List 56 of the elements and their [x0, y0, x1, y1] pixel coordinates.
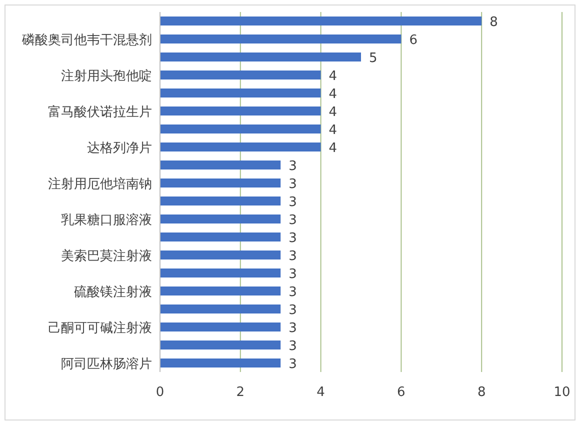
- data-label: 3: [288, 231, 297, 246]
- data-label: 6: [409, 33, 418, 48]
- y-tick-label: 磷酸奥司他韦干混悬剂: [21, 32, 152, 48]
- x-tick-label: 8: [477, 385, 486, 400]
- data-label: 5: [369, 51, 378, 66]
- bar: [160, 160, 281, 170]
- data-label: 3: [288, 213, 297, 228]
- bar: [160, 178, 281, 188]
- x-tick-label: 10: [554, 385, 570, 400]
- bar: [160, 196, 281, 206]
- bar: [160, 34, 402, 44]
- data-label: 4: [328, 69, 338, 84]
- data-label: 3: [288, 339, 297, 354]
- y-tick-label: 达格列净片: [87, 141, 152, 156]
- y-tick-label: 己酮可可碱注射液: [48, 321, 152, 336]
- bar: [160, 70, 321, 80]
- data-label: 4: [328, 123, 338, 138]
- bar: [160, 250, 281, 260]
- y-tick-label: 注射用头孢他啶: [61, 68, 152, 84]
- x-tick-label: 2: [236, 385, 245, 400]
- bar: [160, 106, 321, 116]
- bar: [160, 16, 482, 26]
- bar: [160, 340, 281, 350]
- bar: [160, 142, 321, 152]
- y-tick-label: 硫酸镁注射液: [74, 285, 152, 300]
- data-label: 3: [288, 177, 297, 192]
- bar: [160, 322, 281, 332]
- bar: [160, 304, 281, 314]
- data-label: 4: [328, 105, 338, 120]
- x-tick-label: 6: [397, 385, 406, 400]
- data-label: 8: [490, 15, 498, 30]
- x-tick-label: 4: [316, 385, 325, 400]
- bar: [160, 232, 281, 242]
- data-label: 3: [288, 303, 297, 318]
- bar: [160, 286, 281, 296]
- y-tick-label: 乳果糖口服溶液: [61, 212, 152, 228]
- data-label: 3: [288, 195, 297, 210]
- data-label: 3: [288, 249, 297, 264]
- bar: [160, 52, 361, 62]
- data-label: 3: [288, 267, 297, 282]
- data-label: 4: [328, 87, 338, 102]
- data-label: 3: [288, 159, 297, 174]
- y-tick-label: 富马酸伏诺拉生片: [48, 104, 152, 120]
- bar: [160, 268, 281, 278]
- x-tick-label: 0: [156, 385, 164, 400]
- data-label: 3: [288, 285, 297, 300]
- bar: [160, 358, 281, 368]
- bar: [160, 88, 321, 98]
- data-label: 3: [288, 321, 297, 336]
- y-tick-label: 注射用厄他培南钠: [48, 177, 152, 192]
- y-tick-label: 阿司匹林肠溶片: [61, 356, 152, 372]
- data-label: 3: [288, 357, 297, 372]
- bar: [160, 124, 321, 134]
- bar: [160, 214, 281, 224]
- y-tick-label: 美索巴莫注射液: [61, 248, 152, 264]
- data-label: 4: [328, 141, 338, 156]
